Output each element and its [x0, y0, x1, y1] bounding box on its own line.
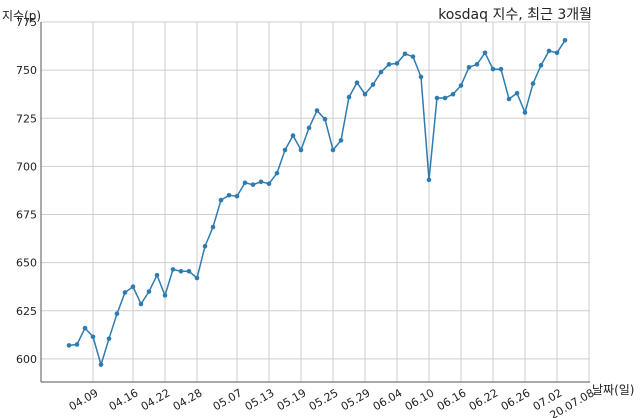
y-tick-label: 700 [16, 160, 37, 173]
data-point [514, 90, 520, 96]
x-tick-label: 05.29 [339, 386, 373, 413]
data-point [194, 275, 200, 281]
x-tick-label: 06.22 [467, 386, 501, 413]
data-point [298, 147, 304, 153]
data-point [314, 108, 320, 113]
data-point [522, 110, 528, 115]
x-tick-label: 04.09 [67, 386, 101, 413]
x-tick-label: 05.07 [211, 386, 245, 413]
data-point [466, 64, 472, 70]
data-point [282, 147, 288, 153]
y-tick-label: 725 [16, 112, 37, 125]
data-point [474, 62, 480, 67]
data-point [538, 63, 544, 68]
data-point [218, 197, 224, 203]
data-point [490, 66, 496, 72]
data-point [442, 95, 448, 101]
data-point [394, 61, 400, 66]
data-point [306, 125, 312, 131]
data-point [170, 267, 176, 272]
data-point [162, 293, 168, 298]
data-point [138, 301, 144, 307]
data-point [234, 193, 240, 199]
data-point [114, 311, 120, 316]
x-axis-label: 날짜(일) [592, 383, 635, 397]
data-point [386, 62, 392, 67]
data-point [290, 133, 296, 138]
data-point [122, 290, 128, 295]
x-tick-label: 06.16 [435, 386, 469, 413]
x-tick-label: 05.25 [307, 386, 341, 413]
x-tick-label: 04.22 [139, 386, 173, 413]
data-point [482, 50, 488, 56]
data-point [154, 272, 160, 278]
data-point [322, 116, 328, 122]
data-point [402, 51, 408, 57]
data-point [130, 284, 136, 290]
data-point [274, 170, 280, 176]
data-point [458, 83, 464, 88]
data-point [378, 69, 384, 75]
y-tick-label: 750 [16, 64, 37, 77]
y-tick-labels: 600 625 650 675 700 725 750 775 [16, 16, 37, 366]
y-tick-label: 650 [16, 257, 37, 270]
data-point [426, 177, 432, 183]
data-point [418, 74, 424, 80]
data-point [370, 82, 376, 87]
data-point [202, 243, 208, 249]
data-point [434, 95, 440, 101]
data-point [258, 179, 264, 185]
x-tick-label: 06.04 [371, 386, 405, 413]
series-path [68, 39, 566, 368]
data-point [530, 81, 536, 86]
data-point [178, 269, 184, 274]
data-point [210, 224, 216, 230]
axes [40, 22, 590, 383]
chart-title: kosdaq 지수, 최근 3개월 [438, 7, 592, 23]
data-point [66, 343, 72, 348]
data-point [354, 80, 360, 85]
data-point [362, 91, 368, 97]
data-point [266, 181, 272, 187]
data-point [450, 91, 456, 97]
x-tick-label: 06.26 [499, 386, 533, 413]
y-tick-label: 625 [16, 305, 37, 318]
data-point [330, 147, 336, 153]
data-points [66, 37, 568, 367]
y-tick-label: 675 [16, 209, 37, 222]
data-point [106, 336, 112, 341]
data-point [338, 138, 344, 143]
grid-lines [41, 21, 590, 382]
data-point [410, 54, 416, 59]
data-point [546, 48, 552, 54]
data-point [250, 182, 256, 187]
data-point [82, 325, 88, 331]
data-point [506, 96, 512, 102]
series-line [68, 39, 566, 368]
data-point [74, 342, 80, 347]
x-tick-label: 06.10 [403, 386, 437, 413]
x-tick-label: 04.16 [107, 386, 141, 413]
data-point [498, 66, 504, 72]
data-point [186, 269, 192, 274]
x-tick-label: 04.28 [171, 386, 205, 413]
data-point [90, 334, 96, 340]
y-tick-label: 600 [16, 353, 37, 366]
data-point [242, 180, 248, 186]
x-tick-label: 05.19 [275, 386, 309, 413]
x-tick-label: 05.13 [243, 386, 277, 413]
data-point [554, 50, 560, 56]
data-point [346, 94, 352, 100]
y-tick-label: 775 [16, 16, 37, 29]
data-point [562, 37, 568, 43]
data-point [98, 362, 104, 367]
data-point [226, 192, 232, 198]
data-point [146, 289, 152, 294]
y-axis-label: 지수(p) [2, 9, 42, 23]
